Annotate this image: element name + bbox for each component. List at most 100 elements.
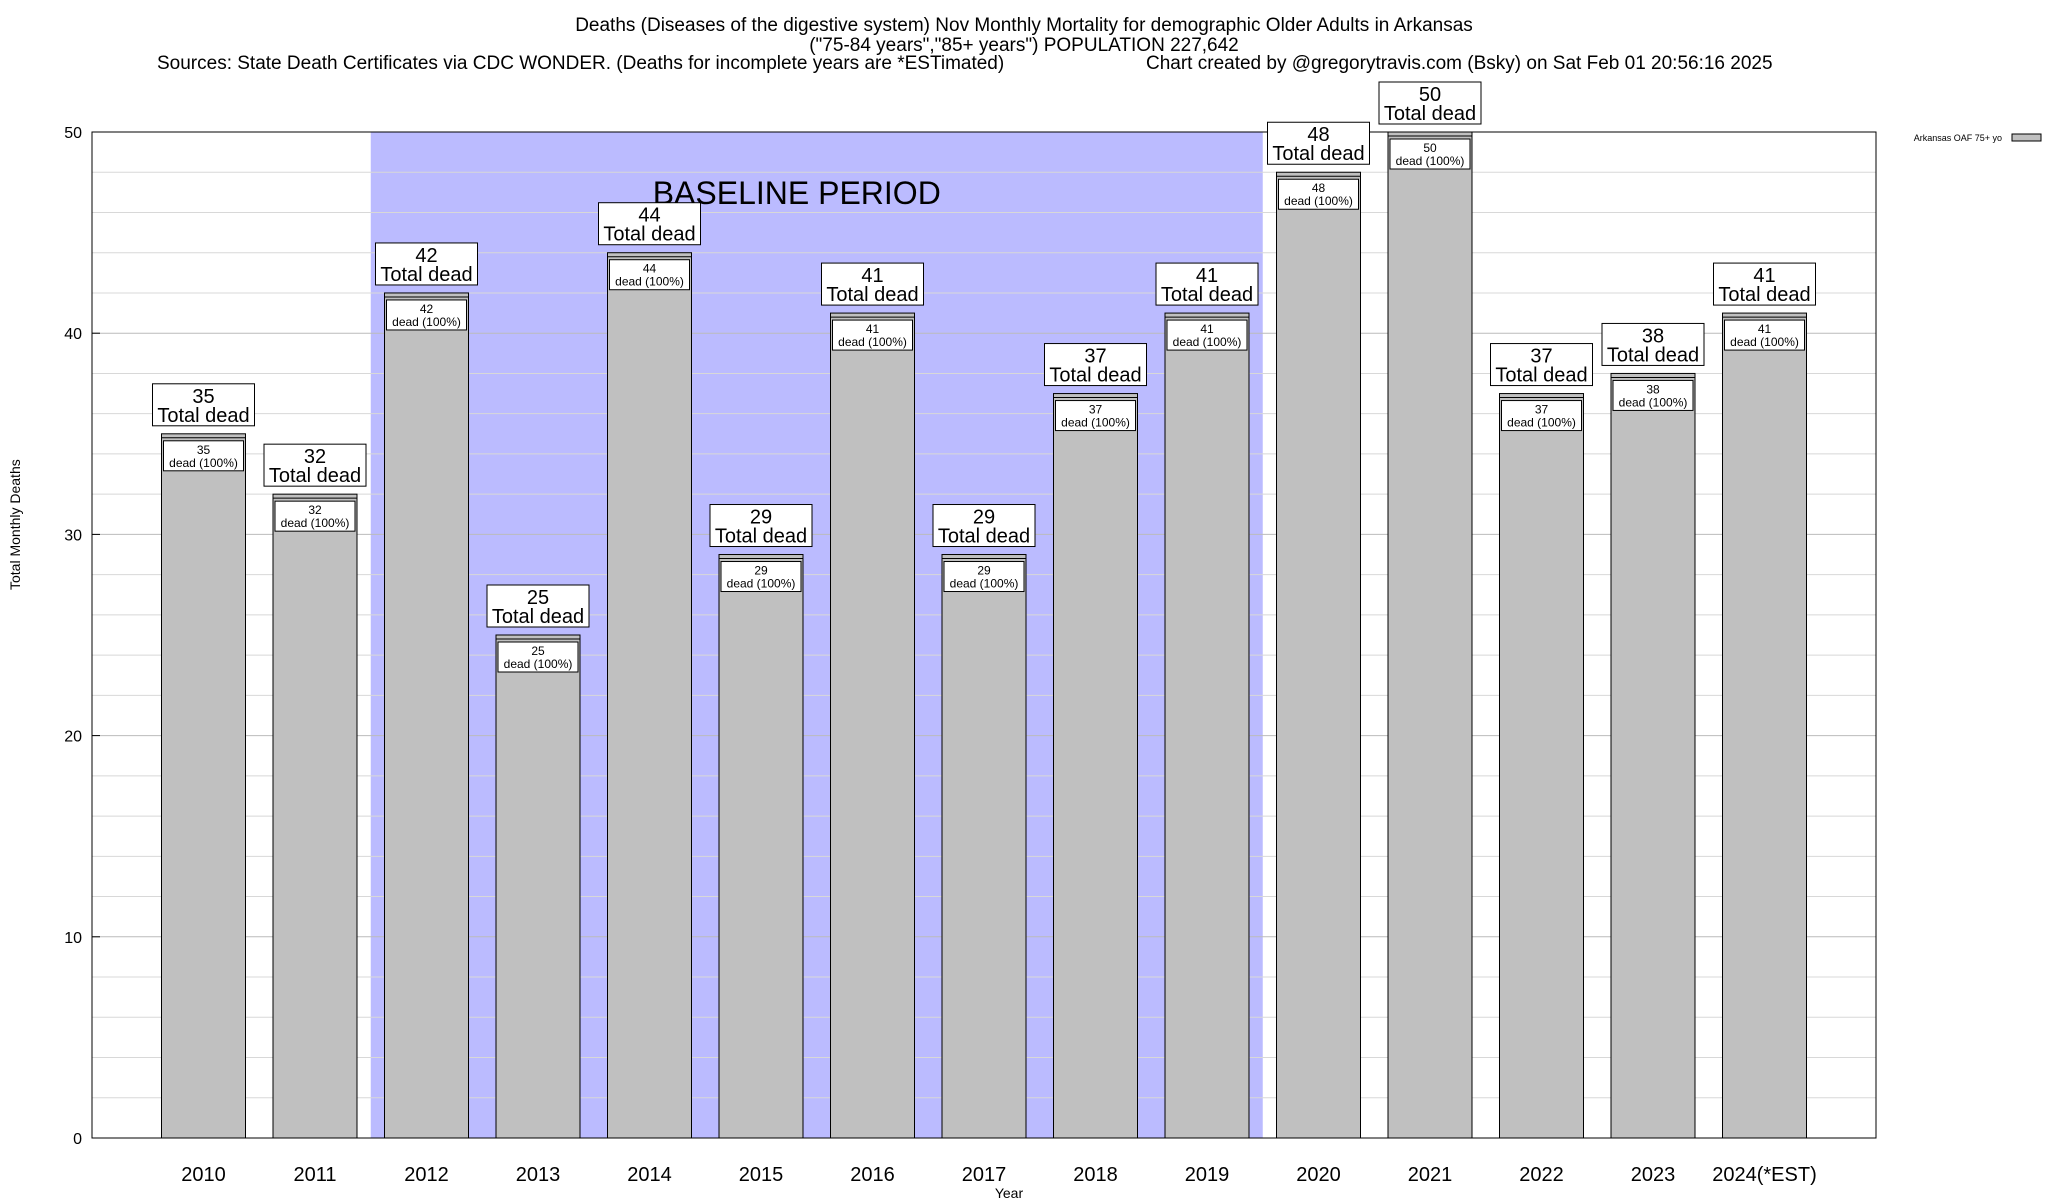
total-label: Total dead [269,465,361,487]
total-value: 29 [750,507,772,529]
bar-inner-box [1724,319,1805,351]
total-label-box [598,202,701,246]
total-value: 37 [1084,346,1106,368]
total-label: Total dead [1495,365,1587,387]
bar [384,292,469,1139]
y-tick-label: 10 [64,930,82,947]
bar [495,634,581,1139]
bar-inner-box [1166,319,1248,351]
total-label: Total dead [1049,365,1141,387]
bar-inner-value: 25 [531,644,545,658]
bar-inner-box [1612,379,1694,411]
bar [941,554,1027,1139]
total-label-box [1044,343,1147,387]
bar [1164,312,1250,1139]
total-label-box [1378,81,1482,125]
total-value: 37 [1530,346,1552,368]
total-value: 50 [1419,84,1441,106]
bar-inner-label: dead (100%) [1396,154,1465,168]
bar-inner-label: dead (100%) [1173,335,1242,349]
bar-inner-box [386,299,467,331]
total-label-box [1155,262,1259,306]
y-tick-label: 0 [73,1131,82,1148]
bar-inner-value: 37 [1535,403,1549,417]
x-tick-label: 2016 [850,1164,895,1186]
bar [1387,131,1473,1139]
bar-inner-label: dead (100%) [838,335,907,349]
bar-inner-value: 44 [643,262,657,276]
total-label-box [152,383,255,427]
bar [272,493,358,1139]
bar-inner-label: dead (100%) [1507,416,1576,430]
bar [718,554,804,1139]
total-label: Total dead [715,526,807,548]
bar-inner-box [1389,138,1471,170]
bar [830,312,915,1139]
bar-inner-label: dead (100%) [1730,335,1799,349]
total-label-box [375,242,478,286]
total-label: Total dead [1607,344,1699,366]
bar-inner-box [1055,400,1136,432]
sources-note: Sources: State Death Certificates via CD… [157,53,1005,74]
x-tick-label: 2015 [739,1164,784,1186]
bar-inner-label: dead (100%) [504,657,573,671]
total-label-box [1601,322,1705,366]
total-value: 42 [415,245,437,267]
bar-inner-label: dead (100%) [281,516,350,530]
total-label-box [1267,121,1370,165]
total-label: Total dead [1718,284,1810,306]
total-label: Total dead [938,526,1030,548]
total-label: Total dead [603,224,695,246]
bar-inner-value: 37 [1089,403,1103,417]
bar-inner-value: 29 [977,564,991,578]
bar-inner-label: dead (100%) [169,456,238,470]
bar-inner-value: 50 [1423,141,1437,155]
total-value: 44 [638,205,660,227]
x-tick-label: 2018 [1073,1164,1118,1186]
bar [1610,372,1696,1139]
total-label: Total dead [826,284,918,306]
x-tick-label: 2022 [1519,1164,1564,1186]
bar [1722,312,1807,1139]
total-label-box [1713,262,1816,306]
total-label: Total dead [492,606,584,628]
bar-inner-value: 48 [1312,181,1326,195]
x-tick-label: 2019 [1185,1164,1230,1186]
x-tick-label: 2012 [404,1164,449,1186]
x-tick-label: 2023 [1631,1164,1676,1186]
bar-inner-label: dead (100%) [1061,416,1130,430]
bar-inner-label: dead (100%) [950,577,1019,591]
bar-inner-box [720,561,802,593]
total-label: Total dead [380,264,472,286]
bar-inner-box [497,641,579,673]
bar-inner-box [943,561,1025,593]
bar [607,252,692,1139]
chart-title: Deaths (Diseases of the digestive system… [575,15,1473,36]
total-label-box [263,443,367,487]
bar-inner-box [274,500,356,532]
chart-subtitle: ("75-84 years","85+ years") POPULATION 2… [809,35,1239,56]
bar [1276,171,1361,1139]
total-label: Total dead [1272,143,1364,165]
total-value: 38 [1642,325,1664,347]
bar-inner-value: 29 [754,564,768,578]
total-value: 29 [973,507,995,529]
bar-inner-value: 41 [1758,322,1772,336]
y-tick-label: 40 [64,326,82,343]
bar-inner-value: 41 [1200,322,1214,336]
total-label: Total dead [1384,103,1476,125]
total-label-box [932,504,1036,548]
total-label: Total dead [157,405,249,427]
total-label-box [821,262,924,306]
total-value: 48 [1307,124,1329,146]
y-tick-label: 20 [64,729,82,746]
bar-inner-label: dead (100%) [1619,395,1688,409]
bar-inner-box [163,440,244,472]
x-tick-label: 2024(*EST) [1712,1164,1817,1186]
total-value: 41 [1196,265,1218,287]
total-label: Total dead [1161,284,1253,306]
x-tick-label: 2013 [516,1164,561,1186]
bar-inner-value: 42 [420,302,434,316]
x-tick-label: 2014 [627,1164,672,1186]
